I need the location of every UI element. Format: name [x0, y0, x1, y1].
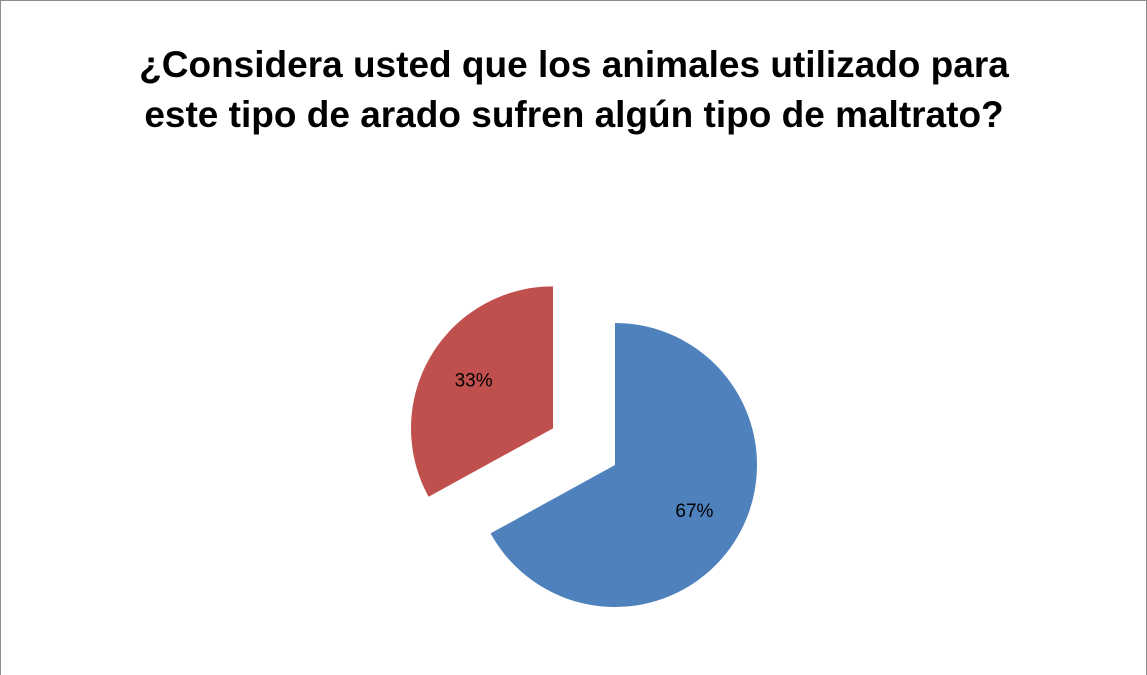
data-label: 67%: [675, 501, 713, 522]
pie-slice: [490, 323, 757, 608]
data-label: 33%: [455, 370, 493, 391]
chart-title: ¿Considera usted que los animales utiliz…: [139, 44, 1009, 135]
pie-slice: [411, 286, 554, 497]
